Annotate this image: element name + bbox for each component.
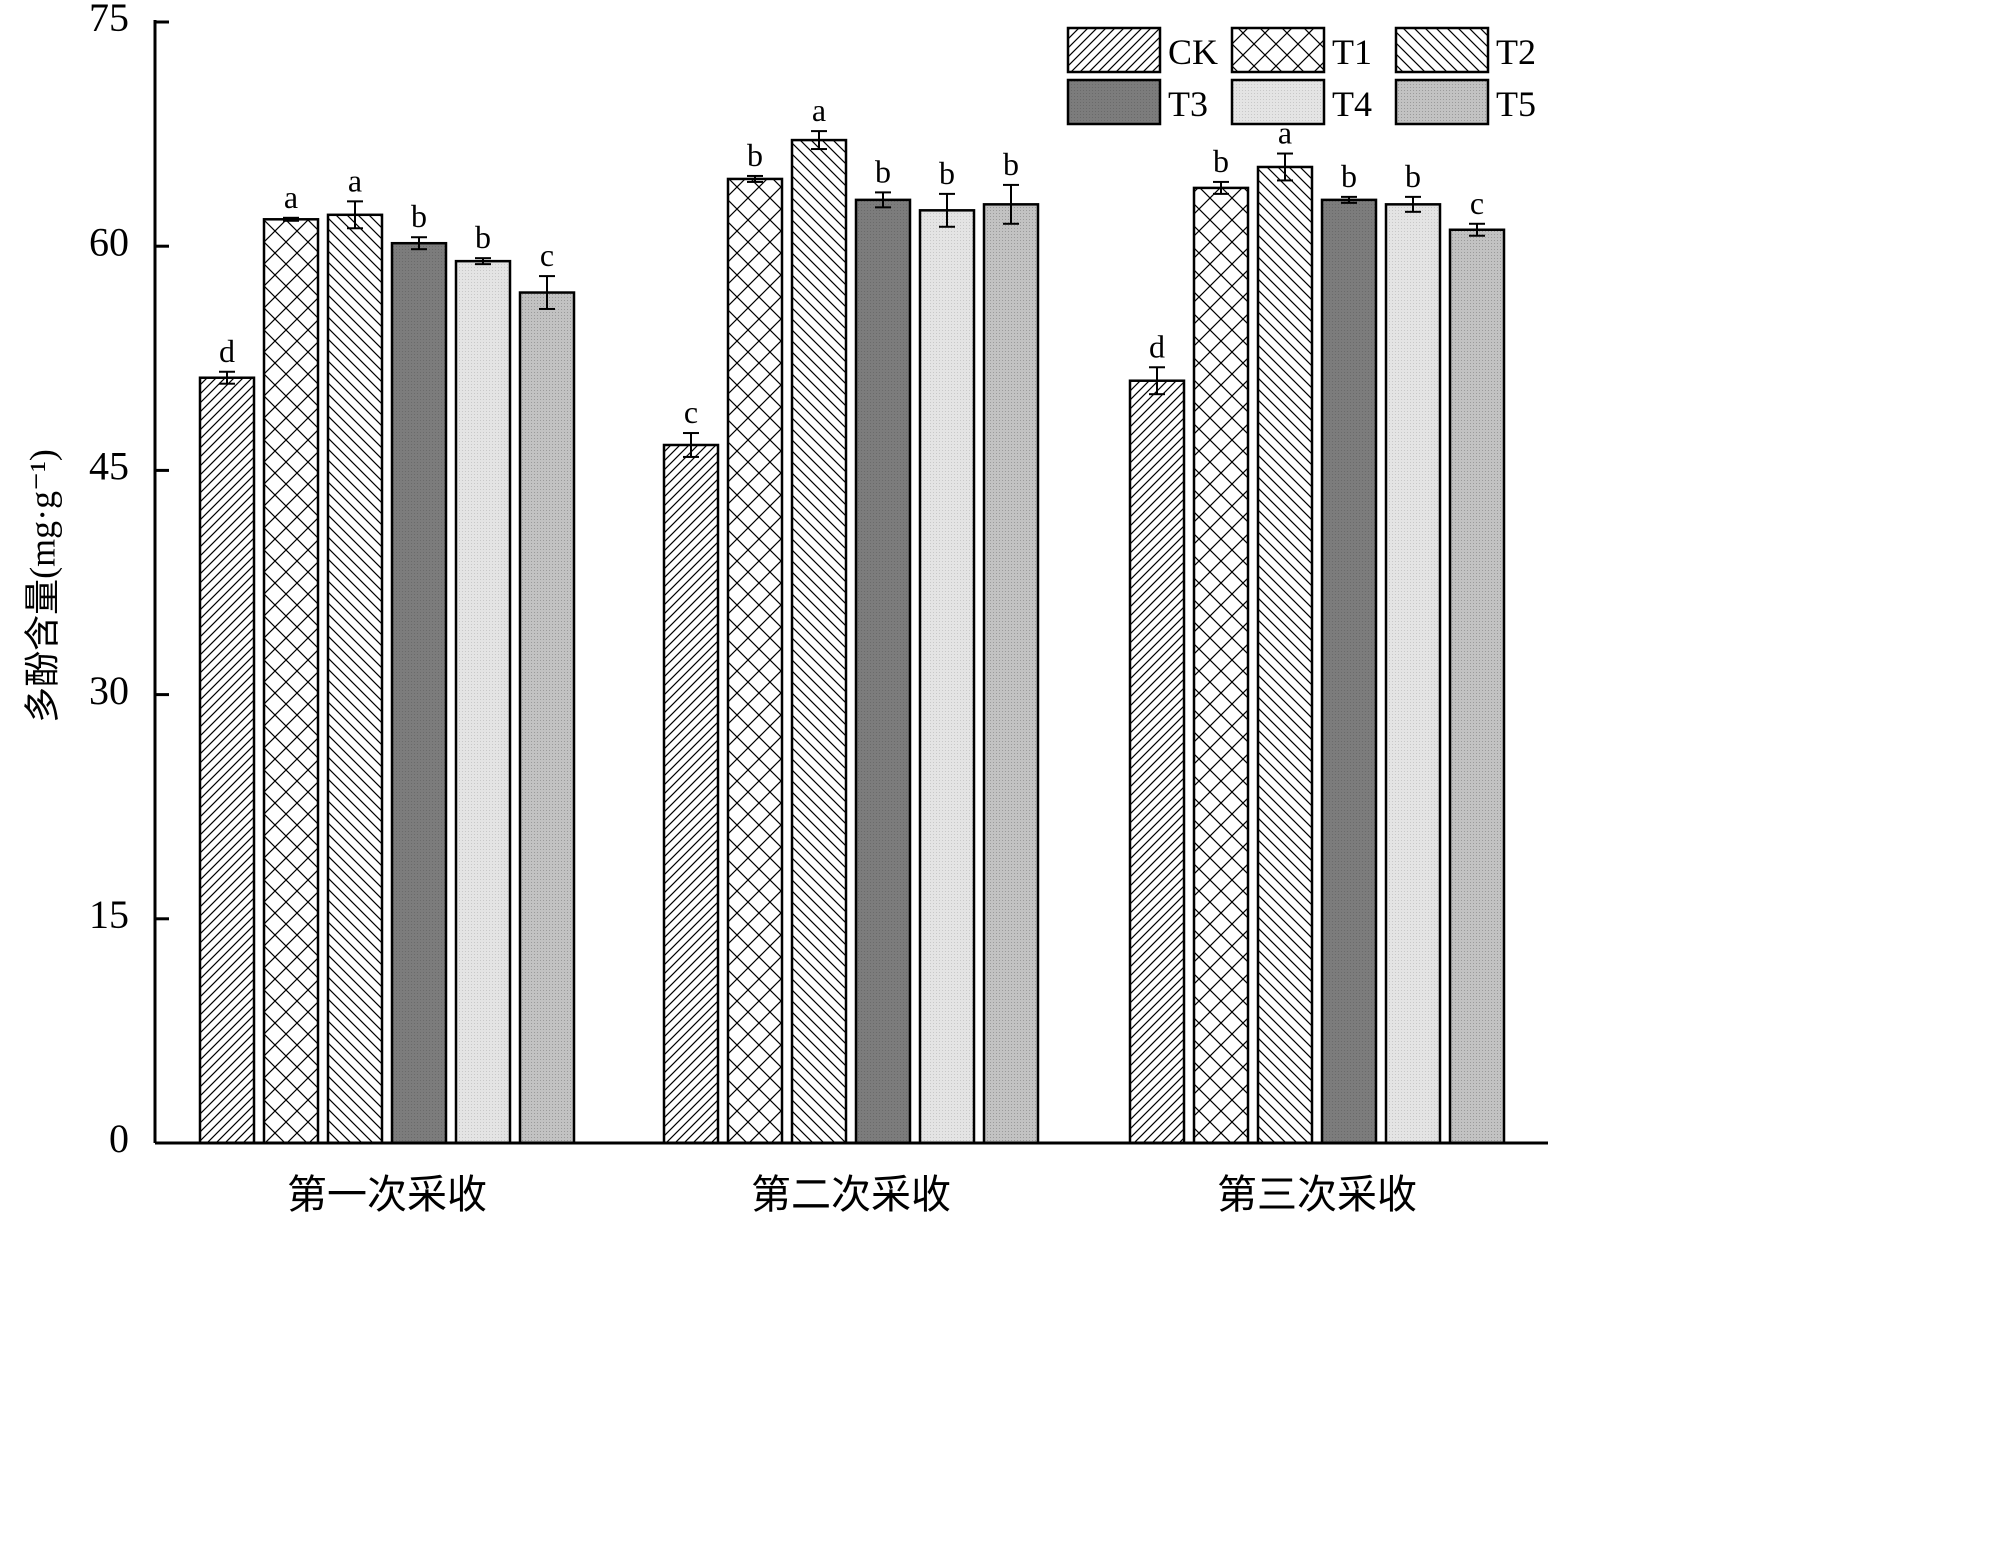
significance-letter-t5-group-2: b <box>1003 146 1019 182</box>
error-bar-t1-group-3 <box>1213 180 1229 195</box>
y-tick-label-60: 60 <box>89 219 129 264</box>
error-bar-t3-group-3 <box>1341 195 1357 204</box>
error-bar-t2-group-2 <box>811 130 827 151</box>
axes-layer: 第一次采收 第二次采收 第三次采收 0 15 30 45 60 75 <box>89 0 1548 1217</box>
significance-letter-t5-group-3: c <box>1470 185 1484 221</box>
significance-letter-t1-group-3: b <box>1213 143 1229 179</box>
y-tick-label-30: 30 <box>89 668 129 713</box>
error-bar-t2-group-1 <box>347 200 363 230</box>
bar-t2-group-2 <box>790 138 848 1145</box>
bars-layer <box>198 138 1506 1145</box>
error-bar-ck-group-2 <box>683 432 699 458</box>
legend-label-t4: T4 <box>1332 84 1372 124</box>
error-bar-t2-group-3 <box>1277 152 1293 182</box>
error-bar-t3-group-1 <box>411 236 427 251</box>
legend-item-t3: T3 <box>1066 78 1208 126</box>
legend-item-t2: T2 <box>1394 26 1536 74</box>
bar-t1-group-1 <box>262 218 320 1145</box>
legend-item-t5: T5 <box>1394 78 1536 126</box>
legend-swatch-t3 <box>1066 78 1162 126</box>
legend-swatch-t4 <box>1230 78 1326 126</box>
legend-swatch-t1 <box>1230 26 1326 74</box>
bar-t5-group-2 <box>982 203 1040 1145</box>
significance-letter-t2-group-2: a <box>812 92 826 128</box>
legend-label-t3: T3 <box>1168 84 1208 124</box>
bar-t3-group-1 <box>390 241 448 1145</box>
legend-swatch-ck <box>1066 26 1162 74</box>
error-bar-t4-group-2 <box>939 192 955 228</box>
error-bar-t4-group-1 <box>475 257 491 266</box>
y-tick-label-75: 75 <box>89 0 129 40</box>
significance-letter-t3-group-2: b <box>875 153 891 189</box>
bar-t4-group-1 <box>454 259 512 1145</box>
significance-letter-t4-group-1: b <box>475 219 491 255</box>
y-tick-label-15: 15 <box>89 892 129 937</box>
legend-label-t5: T5 <box>1496 84 1536 124</box>
significance-letter-t3-group-1: b <box>411 198 427 234</box>
bar-ck-group-3 <box>1128 379 1186 1145</box>
y-tick-label-45: 45 <box>89 444 129 489</box>
legend-label-t2: T2 <box>1496 32 1536 72</box>
error-bar-t5-group-2 <box>1003 183 1019 225</box>
legend-item-ck: CK <box>1066 26 1218 74</box>
error-bar-ck-group-3 <box>1149 366 1165 396</box>
significance-letter-t1-group-1: a <box>284 179 298 215</box>
bar-t3-group-3 <box>1320 198 1378 1145</box>
bar-t1-group-3 <box>1192 186 1250 1145</box>
significance-letter-t3-group-3: b <box>1341 158 1357 194</box>
error-bars-layer <box>219 130 1485 458</box>
legend-swatch-t5 <box>1394 78 1490 126</box>
bar-t5-group-3 <box>1448 228 1506 1145</box>
bar-t2-group-3 <box>1256 165 1314 1145</box>
significance-letter-ck-group-2: c <box>684 394 698 430</box>
x-category-label-2: 第二次采收 <box>751 1172 951 1217</box>
error-bar-t5-group-1 <box>539 275 555 310</box>
error-bar-t4-group-3 <box>1405 195 1421 213</box>
error-bar-t1-group-1 <box>283 216 299 222</box>
legend: CK T1 T2 T3 T4 T5 <box>1066 26 1536 126</box>
significance-letter-ck-group-1: d <box>219 333 235 369</box>
bar-ck-group-2 <box>662 443 720 1145</box>
significance-letter-t5-group-1: c <box>540 237 554 273</box>
significance-letter-t4-group-2: b <box>939 155 955 191</box>
x-category-label-3: 第三次采收 <box>1217 1172 1417 1217</box>
legend-item-t4: T4 <box>1230 78 1372 126</box>
significance-letter-t4-group-3: b <box>1405 158 1421 194</box>
bar-t4-group-2 <box>918 209 976 1145</box>
bar-t5-group-1 <box>518 291 576 1145</box>
error-bar-t5-group-3 <box>1469 222 1485 237</box>
y-axis-label: 多酚含量(mg·g⁻¹) <box>22 449 62 723</box>
legend-item-t1: T1 <box>1230 26 1372 74</box>
x-category-label-1: 第一次采收 <box>287 1172 487 1217</box>
bar-t2-group-1 <box>326 213 384 1145</box>
bar-ck-group-1 <box>198 376 256 1145</box>
significance-letter-t1-group-2: b <box>747 137 763 173</box>
error-bar-ck-group-1 <box>219 370 235 385</box>
error-bar-t3-group-2 <box>875 191 891 209</box>
legend-label-ck: CK <box>1168 32 1218 72</box>
y-tick-label-0: 0 <box>109 1116 129 1161</box>
significance-letter-ck-group-3: d <box>1149 328 1165 364</box>
bar-t1-group-2 <box>726 177 784 1145</box>
bar-t4-group-3 <box>1384 203 1442 1145</box>
legend-swatch-t2 <box>1394 26 1490 74</box>
bar-t3-group-2 <box>854 198 912 1145</box>
error-bar-t1-group-2 <box>747 174 763 183</box>
legend-label-t1: T1 <box>1332 32 1372 72</box>
significance-letter-t2-group-1: a <box>348 162 362 198</box>
